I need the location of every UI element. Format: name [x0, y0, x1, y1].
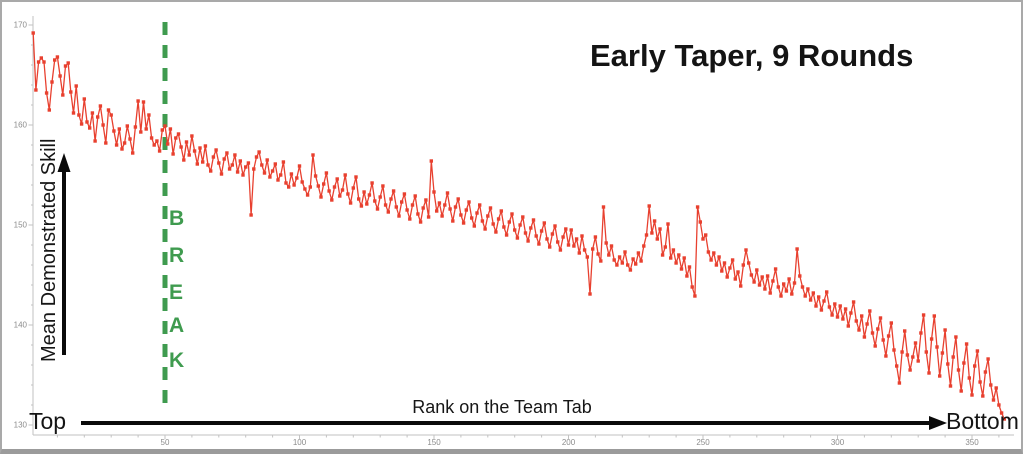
x-axis-bottom-label: Bottom: [946, 408, 1019, 434]
break-label-letter-a: A: [169, 314, 185, 337]
y-axis-label: Mean Demonstrated Skill: [38, 138, 60, 362]
svg-text:50: 50: [161, 438, 170, 447]
svg-text:150: 150: [14, 221, 28, 230]
svg-text:250: 250: [696, 438, 710, 447]
break-label-letter-k: K: [169, 349, 185, 372]
svg-text:170: 170: [14, 21, 28, 30]
y-axis-arrow: [57, 153, 71, 355]
x-axis-top-label: Top: [29, 408, 67, 434]
svg-text:140: 140: [14, 321, 28, 330]
break-label-letter-b: B: [169, 207, 185, 230]
y-axis-ticks: 170 160 150 140 130: [14, 21, 33, 430]
skill-series: [31, 31, 1006, 421]
svg-text:130: 130: [14, 421, 28, 430]
x-axis-label: Rank on the Team Tab: [412, 397, 592, 417]
svg-text:150: 150: [427, 438, 441, 447]
break-label-letter-r: R: [169, 244, 185, 267]
svg-text:160: 160: [14, 121, 28, 130]
svg-text:100: 100: [293, 438, 307, 447]
svg-text:350: 350: [965, 438, 979, 447]
svg-text:300: 300: [831, 438, 845, 447]
break-label-letter-e: E: [169, 281, 184, 304]
svg-text:200: 200: [562, 438, 576, 447]
x-axis-arrow: [81, 416, 947, 430]
x-axis-ticks: 50 100 150 200 250 300 350: [56, 435, 1000, 447]
chart-title: Early Taper, 9 Rounds: [590, 38, 914, 73]
